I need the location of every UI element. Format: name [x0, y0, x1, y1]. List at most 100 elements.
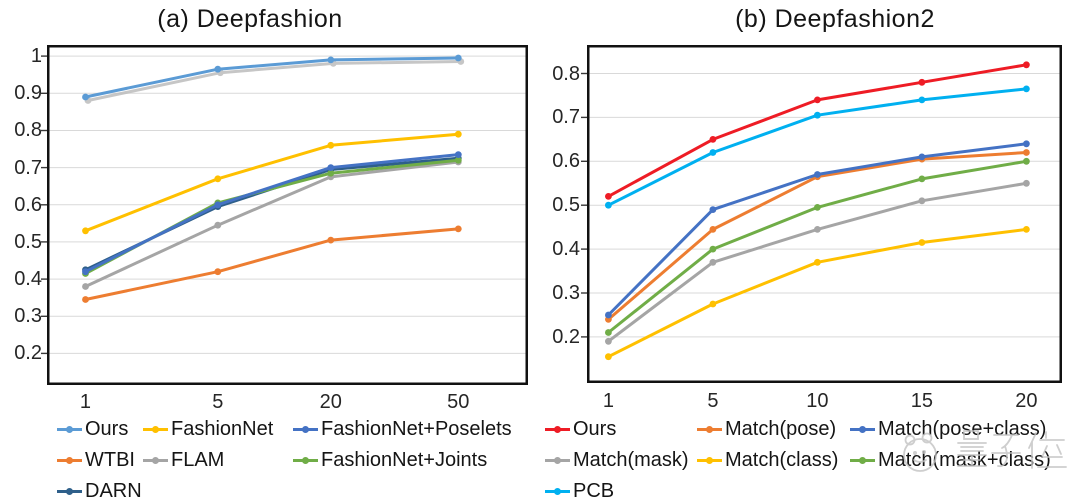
series-marker [1023, 85, 1030, 93]
legend-line-swatch [850, 426, 875, 433]
series-marker [454, 130, 462, 138]
legend-marker-dot [859, 426, 866, 433]
series-line [84, 153, 459, 274]
legend-line-swatch [293, 426, 318, 433]
series-marker [327, 141, 335, 149]
y-tick-label: 0.2 [14, 342, 42, 365]
legend-line-swatch [545, 488, 570, 495]
legend-item-match-class: Match(class) [697, 449, 850, 472]
legend-line-swatch [143, 426, 168, 433]
x-tick-label: 50 [447, 391, 470, 413]
y-tick-label: 0.6 [14, 193, 42, 216]
y-tick-label: 0.3 [14, 305, 42, 328]
series-marker [82, 227, 89, 235]
series-marker [1023, 149, 1030, 156]
series-marker [605, 353, 612, 361]
series-marker [82, 296, 89, 303]
series-marker [605, 193, 612, 200]
series-marker [327, 164, 335, 171]
y-tick-label: 0.4 [14, 268, 42, 291]
series-marker [82, 283, 89, 290]
legend-line-swatch [545, 426, 570, 433]
series-match-mask-class [605, 157, 1030, 336]
series-marker [814, 111, 821, 119]
legend-marker-dot [859, 457, 866, 464]
legend-label: WTBI [85, 449, 135, 471]
legend-marker-dot [152, 426, 159, 433]
legend-marker-dot [554, 426, 561, 433]
legend-label: PCB [573, 480, 615, 500]
series-marker [709, 136, 717, 143]
series-marker [327, 56, 335, 64]
series-marker [605, 311, 612, 319]
qbitai-watermark-icon [903, 430, 1067, 472]
x-tick-label: 1 [79, 391, 92, 413]
series-marker [605, 329, 612, 336]
legend-line-swatch [545, 457, 570, 464]
legend-label: DARN [85, 480, 142, 500]
legend-item-wtbi: WTBI [57, 449, 143, 472]
series-marker [214, 201, 222, 209]
series-marker [1023, 179, 1030, 187]
y-tick-label: 0.8 [552, 62, 580, 85]
legend-line-swatch [293, 457, 318, 464]
legend-marker-dot [554, 457, 561, 464]
series-ours [82, 54, 465, 104]
y-tick-label: 0.2 [552, 325, 580, 348]
legend-marker-dot [302, 457, 309, 464]
legend-item-fashionnet-joints: FashionNet+Joints [293, 449, 487, 472]
legend-line-swatch [57, 488, 82, 495]
legend-line-swatch [850, 457, 875, 464]
legend-marker-dot [706, 426, 713, 433]
series-line [85, 56, 459, 99]
series-marker [327, 236, 335, 244]
x-tick-label: 1 [602, 390, 614, 412]
series-line [607, 87, 1027, 207]
series-marker [454, 54, 462, 62]
legend-row: DARN [57, 476, 293, 500]
legend-label: Ours [85, 418, 129, 440]
series-marker [814, 204, 821, 211]
x-tick-label: 20 [1015, 390, 1038, 412]
legend-item-fashionnet-poselets: FashionNet+Poselets [293, 418, 512, 441]
legend-label: FashionNet+Poselets [321, 418, 512, 440]
series-marker [709, 258, 717, 266]
series-marker [918, 175, 926, 183]
series-marker [918, 153, 926, 161]
series-marker [454, 156, 462, 164]
chart-b-title: (b) Deepfashion2 [735, 5, 935, 33]
legend-label: FLAM [171, 449, 225, 471]
y-tick-label: 0.4 [552, 238, 580, 261]
series-marker [814, 226, 821, 233]
series-ours [605, 61, 1030, 200]
series-line [85, 227, 459, 301]
plot-border [587, 45, 1062, 383]
series-marker [1023, 157, 1030, 165]
y-tick-label: 0.5 [552, 194, 580, 217]
series-marker [814, 258, 821, 266]
series-shadow-line [87, 60, 461, 102]
legend-marker-dot [152, 457, 159, 464]
series-marker [709, 226, 717, 233]
legend-marker-dot [302, 426, 309, 433]
legend-item-ours: Ours [545, 418, 697, 441]
series-marker [709, 149, 717, 156]
legend-line-swatch [57, 426, 82, 433]
x-tick-label: 5 [707, 390, 719, 412]
legend-marker-dot [66, 457, 73, 464]
series-marker [1023, 226, 1030, 233]
series-marker [327, 169, 335, 177]
legend-marker-dot [554, 488, 561, 495]
legend-row: PCB [545, 476, 850, 500]
series-marker [1023, 140, 1030, 148]
series-line [84, 132, 459, 233]
series-line [84, 160, 459, 288]
series-fashionnet [82, 130, 462, 235]
legend-label: Ours [573, 418, 617, 440]
legend-label: Match(class) [725, 449, 839, 471]
legend-label: FashionNet+Joints [321, 449, 488, 471]
series-marker [814, 171, 821, 178]
legend-row: Ours FashionNet FashionNet+Poselets [57, 414, 512, 445]
